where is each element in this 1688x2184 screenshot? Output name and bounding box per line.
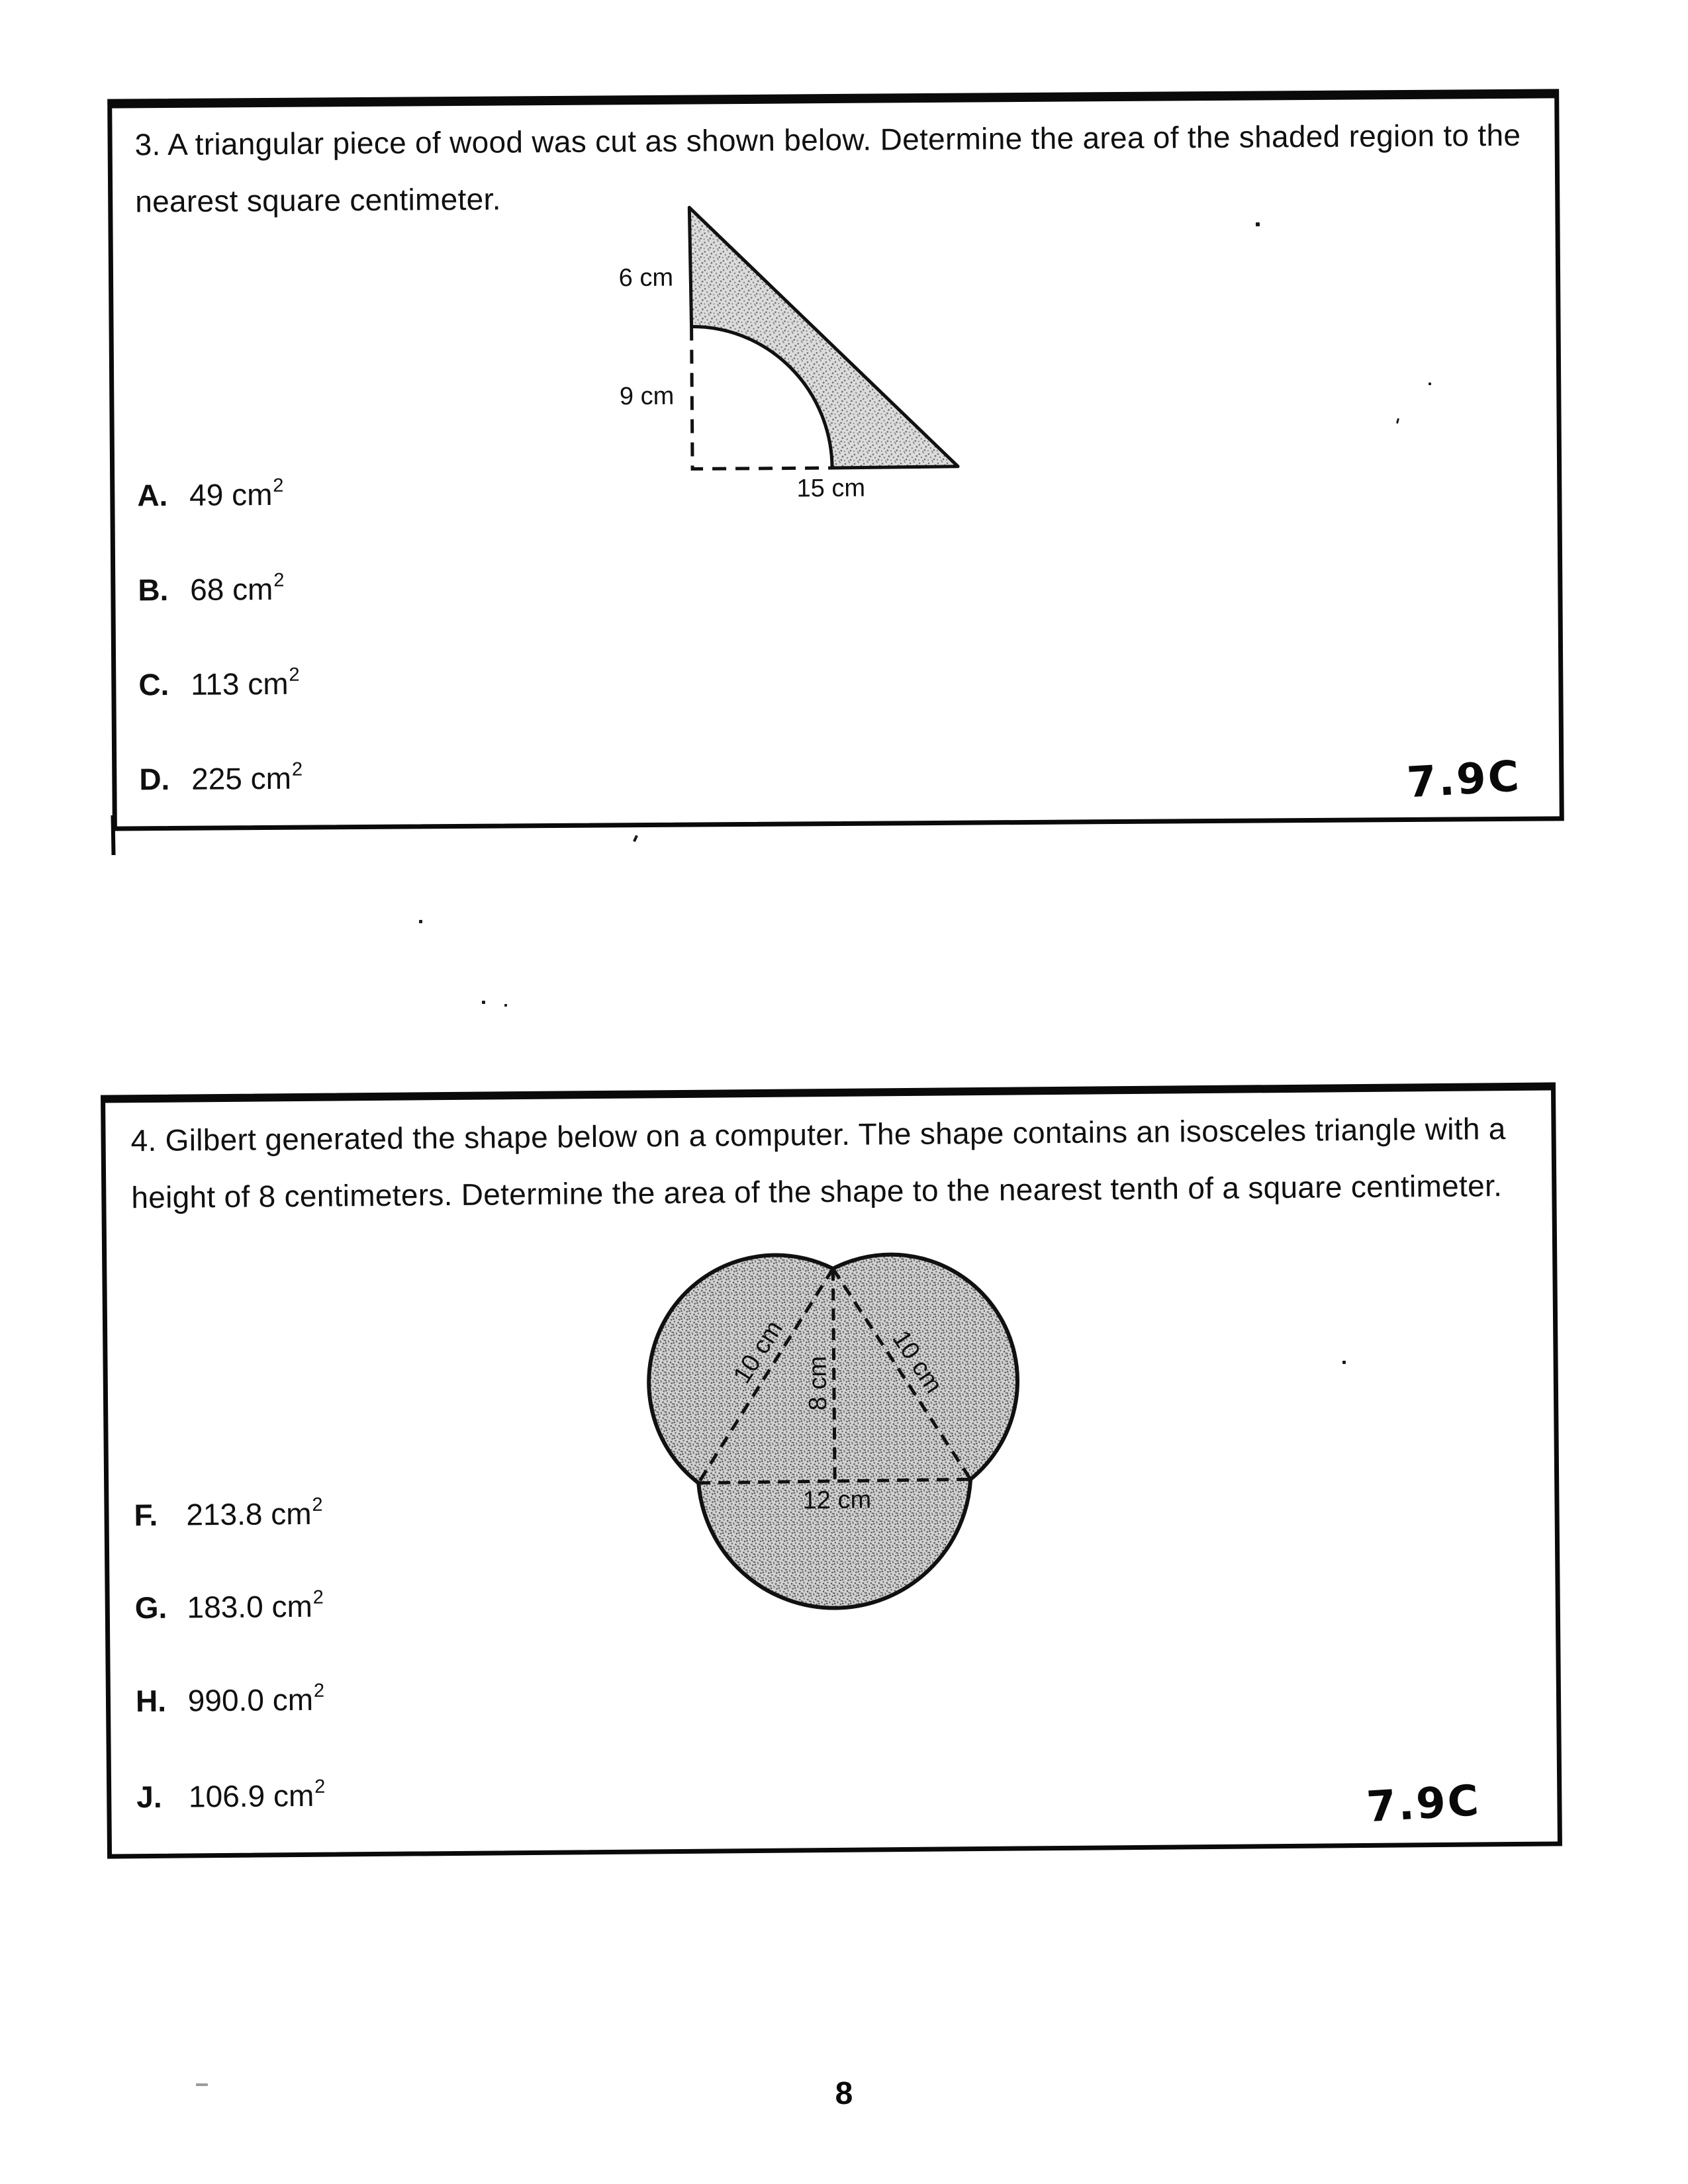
dashed-triangle — [697, 1267, 972, 1485]
scan-speck — [482, 1001, 485, 1004]
question-4-text-line2: height of 8 centimeters. Determine the a… — [131, 1168, 1503, 1215]
option-H-letter: H. — [135, 1683, 167, 1719]
scan-speck — [196, 2083, 208, 2086]
option-F-letter: F. — [134, 1497, 158, 1533]
option-H: H. 990.0 cm2 — [135, 1680, 325, 1719]
option-J-letter: J. — [136, 1779, 162, 1815]
option-A: A. 49 cm2 — [137, 475, 284, 514]
label-9cm: 9 cm — [620, 383, 675, 411]
standard-code-q4: 7.9C — [1365, 1776, 1482, 1833]
page-number: 8 — [835, 2076, 853, 2111]
option-G-value: 183.0 cm2 — [187, 1586, 324, 1625]
option-C-value: 113 cm2 — [190, 664, 300, 702]
label-6cm: 6 cm — [619, 264, 674, 293]
option-G: G. 183.0 cm2 — [134, 1586, 324, 1625]
option-J-value: 106.9 cm2 — [188, 1776, 326, 1814]
scan-speck — [633, 835, 638, 842]
scan-speck — [504, 1004, 507, 1007]
question-3-text-line2: nearest square centimeter. — [135, 181, 501, 219]
option-C-letter: C. — [138, 667, 169, 702]
option-F-value: 213.8 cm2 — [186, 1494, 323, 1532]
label-15cm: 15 cm — [796, 475, 865, 503]
shaded-region — [687, 206, 960, 470]
scan-speck — [1342, 1361, 1346, 1364]
scan-artifact-line — [111, 815, 116, 856]
option-G-letter: G. — [134, 1590, 167, 1625]
question-3-box: 3. A triangular piece of wood was cut as… — [107, 89, 1564, 831]
option-A-value: 49 cm2 — [189, 475, 284, 512]
question-4-text-line1: 4. Gilbert generated the shape below on … — [130, 1111, 1506, 1158]
option-D-letter: D. — [139, 762, 170, 797]
question-4-box: 4. Gilbert generated the shape below on … — [101, 1082, 1562, 1859]
circles-triangle-diagram: 10 cm 10 cm 8 cm 12 cm — [647, 1252, 1020, 1610]
dashed-quarter-circle-radii — [690, 326, 833, 471]
standard-code-q3: 7.9C — [1405, 752, 1523, 808]
option-C: C. 113 cm2 — [138, 664, 300, 703]
option-H-value: 990.0 cm2 — [187, 1680, 325, 1718]
option-B-value: 68 cm2 — [189, 569, 285, 607]
option-A-letter: A. — [137, 478, 168, 513]
triangle-diagram: 6 cm 9 cm 15 cm — [619, 206, 960, 503]
option-B: B. 68 cm2 — [138, 569, 285, 608]
label-8cm: 8 cm — [804, 1356, 832, 1411]
option-D: D. 225 cm2 — [139, 758, 303, 797]
label-12cm: 12 cm — [802, 1486, 871, 1514]
scan-speck — [1429, 383, 1431, 385]
option-B-letter: B. — [138, 572, 169, 608]
option-F: F. 213.8 cm2 — [134, 1494, 323, 1533]
scan-speck — [419, 920, 422, 923]
option-D-value: 225 cm2 — [191, 758, 303, 796]
scan-speck — [1256, 222, 1260, 226]
option-J: J. 106.9 cm2 — [136, 1776, 326, 1815]
question-3-text-line1: 3. A triangular piece of wood was cut as… — [134, 117, 1521, 162]
